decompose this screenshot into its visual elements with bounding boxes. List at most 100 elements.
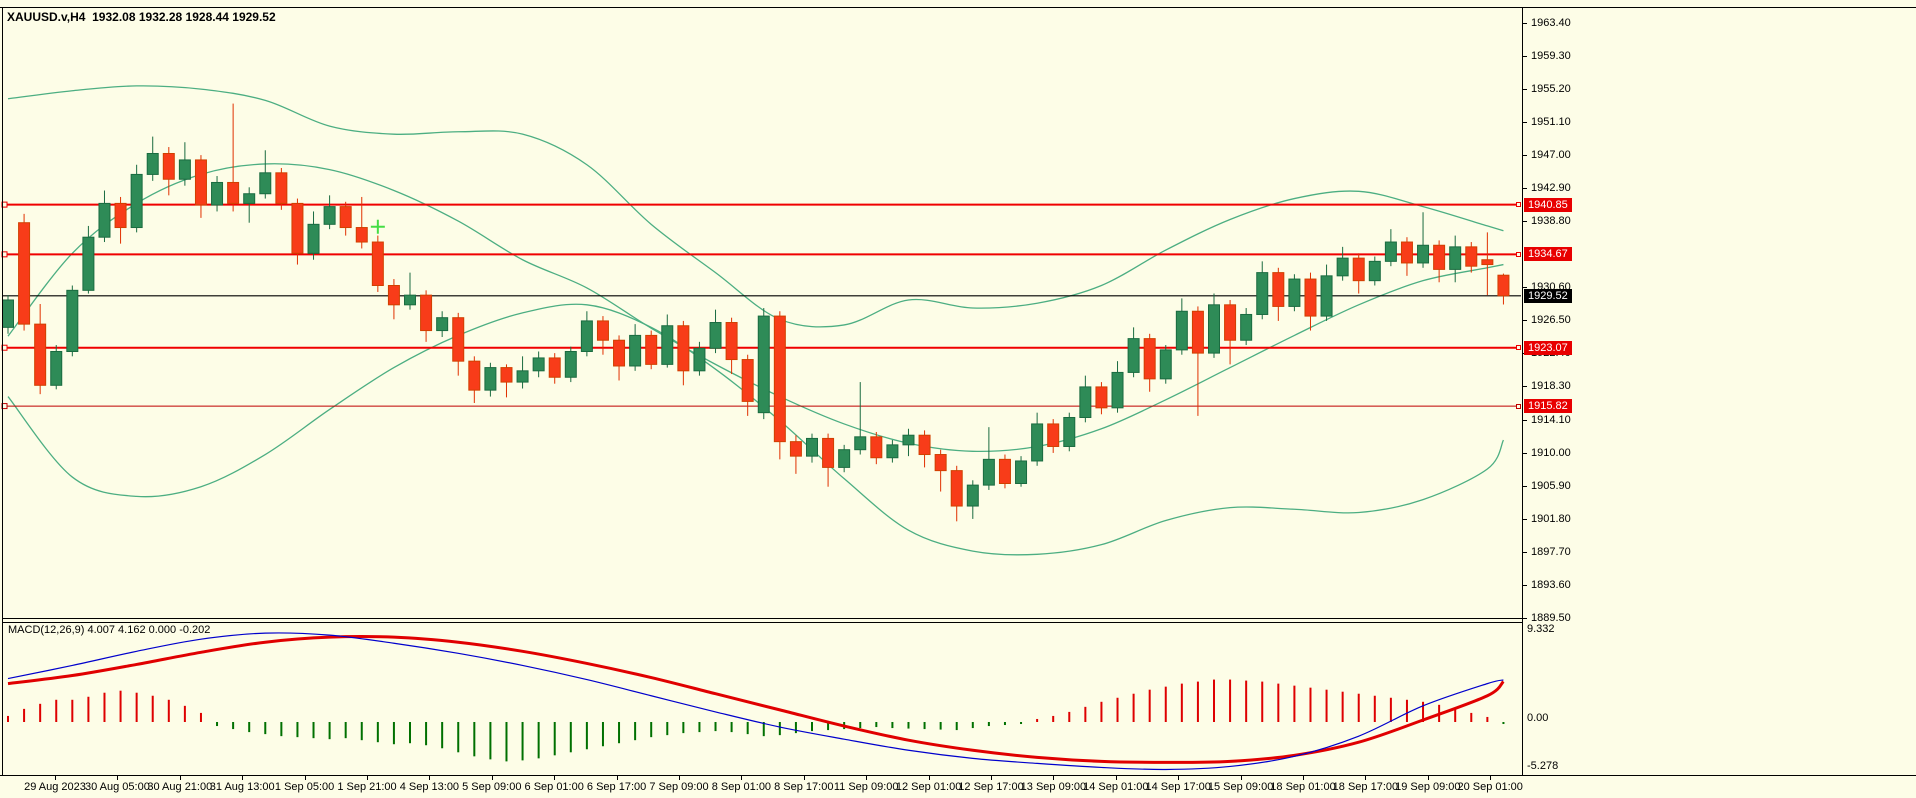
candle-bear [291, 202, 304, 254]
macd-histogram-neg [360, 722, 363, 741]
macd-histogram-neg [794, 722, 797, 734]
macd-histogram-neg [569, 722, 572, 753]
macd-histogram-neg [1020, 722, 1023, 725]
candle-bear [789, 441, 802, 457]
macd-histogram-pos [1068, 711, 1071, 722]
macd-histogram-neg [778, 722, 781, 736]
bollinger-lower-band [7, 303, 1505, 556]
candle-bull [516, 370, 529, 383]
price-axis-tick [1523, 188, 1527, 190]
macd-histogram-neg [1003, 722, 1006, 726]
price-axis-label: 1905.90 [1531, 479, 1571, 492]
macd-histogram-neg [553, 722, 556, 756]
frame-top [0, 7, 1916, 8]
time-axis-label: 20 Sep 01:00 [1457, 781, 1523, 793]
price-axis-tick [1523, 386, 1527, 388]
candle-bull [757, 315, 770, 414]
price-axis-label: 1897.70 [1531, 545, 1571, 558]
candle-bear [452, 317, 465, 362]
price-axis-label: 1959.30 [1531, 50, 1571, 63]
macd-histogram-pos [1325, 689, 1328, 722]
candle-bear [34, 323, 47, 386]
candle-bear [114, 202, 127, 229]
candle-bull [130, 173, 143, 229]
time-axis-tick [429, 775, 431, 780]
candle-bull [580, 320, 593, 352]
candle-bear [918, 434, 931, 456]
candle-bull [436, 317, 449, 332]
candle-bear [773, 315, 786, 443]
macd-histogram-pos [1373, 695, 1376, 722]
time-axis-tick [1240, 775, 1242, 780]
price-axis-tick [1523, 56, 1527, 58]
panel-separator-2 [2, 622, 1522, 623]
macd-histogram-pos [1229, 679, 1232, 722]
macd-histogram-pos [1245, 680, 1248, 722]
time-axis-tick [1178, 775, 1180, 780]
price-axis-label: 1889.50 [1531, 611, 1571, 624]
macd-histogram-neg [601, 722, 604, 747]
candle-bull [838, 449, 851, 468]
macd-histogram-neg [280, 722, 283, 737]
candle-bull [1336, 257, 1349, 277]
time-axis-label: 31 Aug 13:00 [209, 781, 275, 793]
axis-separator [1522, 7, 1523, 775]
macd-histogram-neg [714, 722, 717, 732]
macd-histogram-neg [441, 722, 444, 749]
candle-bull [66, 289, 79, 352]
candle-bull [146, 152, 159, 175]
macd-histogram-neg [618, 722, 621, 744]
candle-bull [1111, 371, 1124, 409]
panel-separator-1 [2, 618, 1522, 619]
candle-bear [387, 284, 400, 306]
time-axis-label: 14 Sep 17:00 [1145, 781, 1211, 793]
time-axis-label: 14 Sep 01:00 [1083, 781, 1149, 793]
candle-bear [870, 436, 883, 459]
macd-histogram-neg [811, 722, 813, 732]
macd-histogram-neg [473, 722, 476, 757]
macd-signal-line [7, 635, 1505, 764]
time-axis-tick [741, 775, 743, 780]
candle-bull [1175, 310, 1188, 351]
candle-bull [178, 159, 191, 180]
macd-histogram-neg [344, 722, 347, 739]
time-axis-label: 6 Sep 17:00 [586, 781, 647, 793]
time-axis-tick [1427, 775, 1429, 780]
frame-bottom [0, 775, 1916, 776]
level-right-marker [1516, 403, 1521, 409]
candle-bull [806, 437, 818, 457]
macd-histogram-pos [1116, 697, 1119, 722]
candle-bull [693, 347, 706, 372]
candle-bear [500, 367, 513, 383]
candle-bear [998, 458, 1011, 485]
macd-histogram-pos [1261, 681, 1264, 722]
time-axis-label: 18 Sep 17:00 [1332, 781, 1399, 793]
candle-bull [982, 458, 995, 486]
macd-histogram-neg [376, 722, 379, 743]
macd-histogram-pos [1132, 693, 1135, 722]
price-axis-tick [1523, 320, 1527, 322]
candle-bear [1143, 338, 1156, 380]
macd-histogram-pos [119, 690, 122, 722]
macd-histogram-pos [1180, 683, 1183, 722]
time-axis-tick [679, 775, 680, 780]
macd-histogram-pos [55, 699, 58, 722]
candle-bull [629, 334, 642, 367]
candle-bull [1449, 246, 1462, 270]
candle-bull [854, 436, 867, 451]
macd-histogram-pos [1309, 687, 1312, 722]
macd-histogram-neg [312, 722, 315, 739]
macd-histogram-pos [1422, 701, 1425, 722]
candle-bull [661, 325, 674, 365]
candle-bear [1481, 259, 1494, 266]
macd-histogram-pos [1164, 686, 1167, 722]
candle-bear [1304, 278, 1317, 317]
macd-histogram-neg [698, 722, 701, 733]
candle-bull [1063, 416, 1076, 447]
time-axis-tick [1115, 775, 1117, 780]
candle-bear [355, 227, 368, 243]
price-axis-label: 1910.00 [1531, 446, 1571, 459]
level-right-marker [1516, 202, 1521, 208]
macd-main-line [7, 632, 1504, 771]
time-axis-tick [616, 775, 618, 780]
